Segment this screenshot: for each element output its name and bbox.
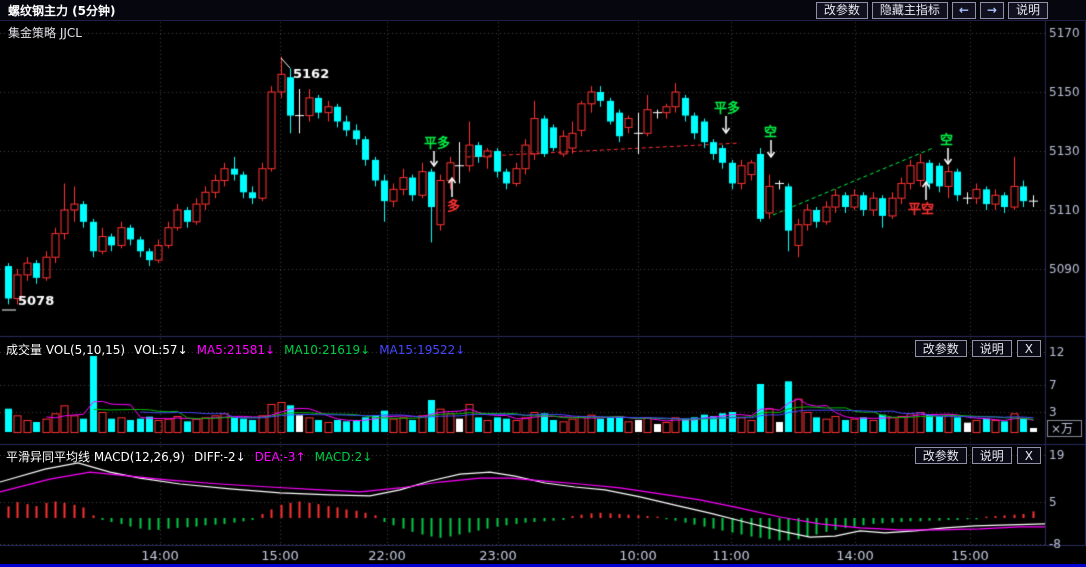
macd-panel-title: 平滑异同平均线 MACD(12,26,9) [6, 450, 185, 464]
macd-close-button[interactable]: X [1016, 447, 1041, 464]
bottom-scrollbar[interactable] [0, 564, 1086, 567]
change-params-button[interactable]: 改参数 [815, 1, 868, 19]
strategy-label: 集金策略 JJCL [8, 26, 82, 40]
next-arrow-button[interactable]: → [979, 1, 1004, 19]
volume-panel-header: 成交量 VOL(5,10,15) VOL:57↓ MA5:21581↓ MA10… [6, 341, 465, 358]
volume-ma15-value: MA15:19522↓ [379, 342, 466, 357]
volume-help-button[interactable]: 说明 [971, 340, 1012, 357]
volume-change-params-button[interactable]: 改参数 [914, 340, 967, 357]
title-bar: 螺纹钢主力 (5分钟) 改参数 隐藏主指标 ← → 说明 [0, 0, 1086, 21]
macd-diff-value: DIFF:-2↓ [193, 449, 246, 464]
prev-arrow-button[interactable]: ← [951, 1, 976, 19]
volume-panel-buttons: 改参数 说明 X [914, 340, 1041, 357]
title-bar-buttons: 改参数 隐藏主指标 ← → 说明 [815, 1, 1048, 19]
volume-current-value: VOL:57↓ [134, 342, 188, 357]
hide-main-indicator-button[interactable]: 隐藏主指标 [871, 1, 948, 19]
volume-ma10-value: MA10:21619↓ [284, 342, 371, 357]
page-title: 螺纹钢主力 (5分钟) [8, 3, 116, 18]
macd-help-button[interactable]: 说明 [971, 447, 1012, 464]
volume-close-button[interactable]: X [1016, 340, 1041, 357]
volume-ma5-value: MA5:21581↓ [196, 342, 276, 357]
help-button[interactable]: 说明 [1007, 1, 1048, 19]
macd-hist-value: MACD:2↓ [314, 449, 373, 464]
volume-panel-title: 成交量 VOL(5,10,15) [6, 343, 126, 357]
macd-panel-buttons: 改参数 说明 X [914, 447, 1041, 464]
macd-dea-value: DEA:-3↑ [254, 449, 306, 464]
macd-panel-header: 平滑异同平均线 MACD(12,26,9) DIFF:-2↓ DEA:-3↑ M… [6, 448, 372, 465]
macd-change-params-button[interactable]: 改参数 [914, 447, 967, 464]
